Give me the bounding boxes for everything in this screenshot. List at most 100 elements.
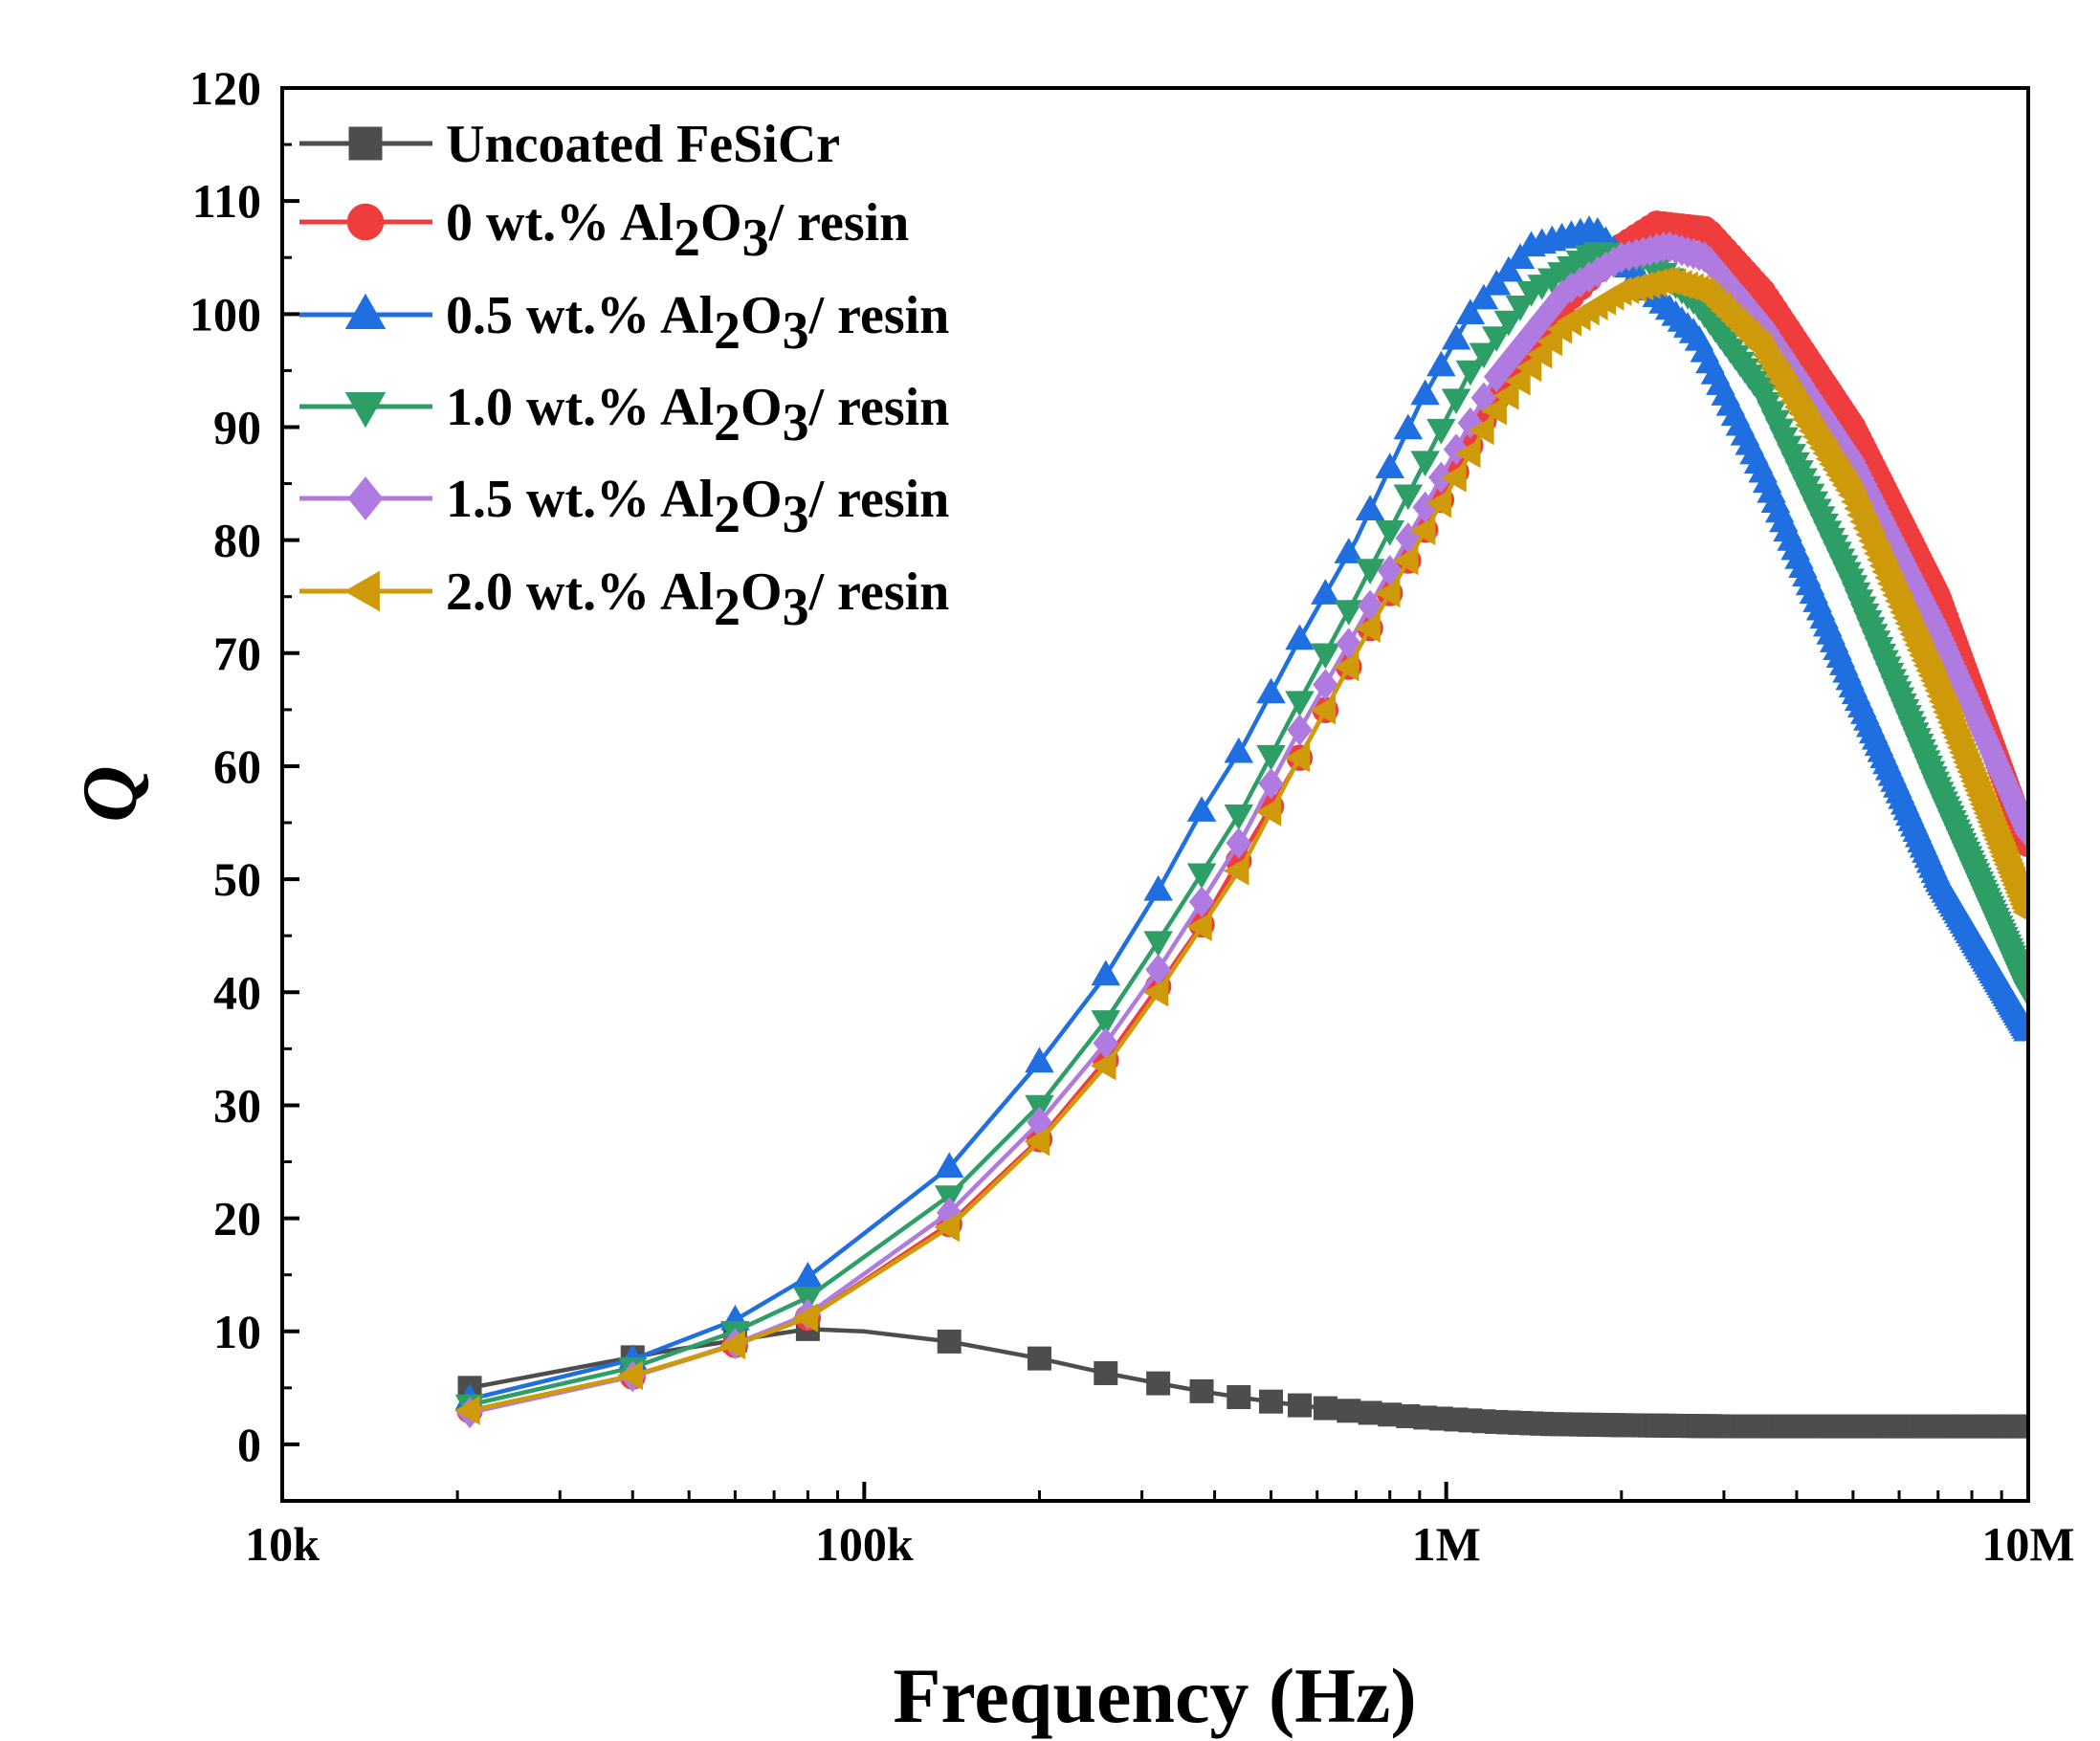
data-point [1358, 1400, 1382, 1425]
x-tick-label: 10M [1981, 1517, 2074, 1571]
y-tick-label: 100 [189, 287, 261, 341]
legend-label: 2.0 wt.% Al2O3/ resin [446, 562, 949, 637]
data-point [1355, 495, 1385, 520]
data-point [1441, 388, 1471, 415]
data-point [1189, 1378, 1214, 1403]
data-point [1457, 407, 1484, 439]
legend-item-3: 1.0 wt.% Al2O3/ resin [299, 378, 949, 452]
y-tick-label: 70 [213, 627, 261, 680]
data-point [1375, 519, 1404, 546]
data-point [792, 1303, 819, 1333]
data-point [1284, 742, 1311, 773]
data-point [1311, 579, 1340, 605]
data-point [1392, 545, 1419, 576]
x-tick-label: 100k [815, 1517, 914, 1571]
data-point [1143, 874, 1173, 901]
data-point [1143, 931, 1173, 958]
data-point [617, 1360, 643, 1391]
data-point [1091, 959, 1121, 986]
data-point [1287, 1393, 1312, 1418]
y-tick-label: 0 [237, 1418, 261, 1471]
data-point [1355, 559, 1385, 584]
data-point [1443, 433, 1470, 466]
legend-marker [344, 392, 387, 429]
legend-item-1: 0 wt.% Al2O3/ resin [299, 193, 909, 268]
data-point [1333, 651, 1359, 682]
data-point [1285, 691, 1315, 717]
data-point [1441, 463, 1467, 493]
data-point [1258, 767, 1284, 800]
data-point [1481, 395, 1507, 426]
data-point [1142, 978, 1169, 1007]
series-0 [457, 1316, 2028, 1439]
data-point [1375, 452, 1404, 479]
data-point [1259, 1389, 1284, 1414]
data-point [1334, 600, 1364, 626]
legend-marker [344, 293, 387, 329]
data-point [1027, 1346, 1051, 1371]
data-point [1481, 326, 1512, 352]
x-tick-label: 1M [1412, 1517, 1481, 1571]
data-point [719, 1330, 746, 1360]
data-point [1374, 578, 1401, 608]
legend-marker [346, 203, 385, 241]
y-tick-label: 120 [189, 61, 261, 115]
y-tick-label: 30 [213, 1078, 261, 1132]
data-point [1287, 714, 1313, 746]
series-2 [454, 215, 2028, 1410]
legend-marker [343, 570, 380, 612]
data-point [1441, 323, 1471, 350]
data-point [1409, 516, 1436, 545]
data-point [1313, 1396, 1337, 1421]
data-point [1146, 1371, 1171, 1396]
data-point [1355, 613, 1381, 643]
data-point [1186, 863, 1217, 890]
data-point [1469, 342, 1499, 369]
data-point [1426, 418, 1456, 445]
data-point [1505, 296, 1536, 321]
data-point [1186, 796, 1217, 822]
legend: Uncoated FeSiCr 0 wt.% Al2O3/ resin 0.5 wt… [299, 115, 949, 637]
legend-item-5: 2.0 wt.% Al2O3/ resin [299, 562, 949, 637]
data-point [793, 1262, 823, 1288]
legend-item-2: 0.5 wt.% Al2O3/ resin [299, 286, 949, 361]
series-5 [454, 266, 2028, 1425]
data-point [1256, 744, 1286, 771]
x-tick-label: 10k [245, 1517, 320, 1571]
data-point [1426, 488, 1452, 518]
axis-layer: 0 10 20 30 40 50 60 70 80 90 100 110 120 10k 100k 1M 10M [189, 61, 2075, 1571]
data-point [1526, 339, 1553, 369]
y-tick-label: 20 [213, 1192, 261, 1245]
legend-marker [348, 126, 383, 161]
legend-label: 1.5 wt.% Al2O3/ resin [446, 470, 949, 544]
y-tick-label: 60 [213, 739, 261, 793]
data-point [1410, 379, 1440, 406]
y-tick-label: 110 [192, 174, 261, 228]
data-point [1469, 283, 1499, 310]
data-point [934, 1212, 960, 1243]
data-point [1504, 366, 1531, 396]
data-point [1256, 677, 1286, 704]
data-point [1186, 912, 1212, 942]
data-point [2012, 902, 2028, 921]
data-point [1493, 255, 1524, 282]
data-point [1024, 1126, 1050, 1157]
data-point [1227, 1385, 1251, 1410]
data-point [1188, 886, 1215, 918]
data-point [1426, 350, 1456, 377]
data-point [1468, 415, 1494, 446]
data-point [1410, 451, 1440, 477]
data-point [1515, 352, 1542, 383]
x-axis-title: Frequency (Hz) [893, 1652, 1416, 1739]
data-point [1470, 382, 1497, 414]
legend-label: 1.0 wt.% Al2O3/ resin [446, 378, 949, 452]
data-point [1091, 1010, 1121, 1036]
legend-item-0: Uncoated FeSiCr [299, 115, 840, 174]
data-point [937, 1329, 962, 1354]
data-point [1454, 438, 1481, 469]
legend-item-4: 1.5 wt.% Al2O3/ resin [299, 470, 949, 544]
data-point [1313, 669, 1338, 701]
data-point [1224, 804, 1254, 830]
y-tick-label: 50 [213, 852, 261, 906]
